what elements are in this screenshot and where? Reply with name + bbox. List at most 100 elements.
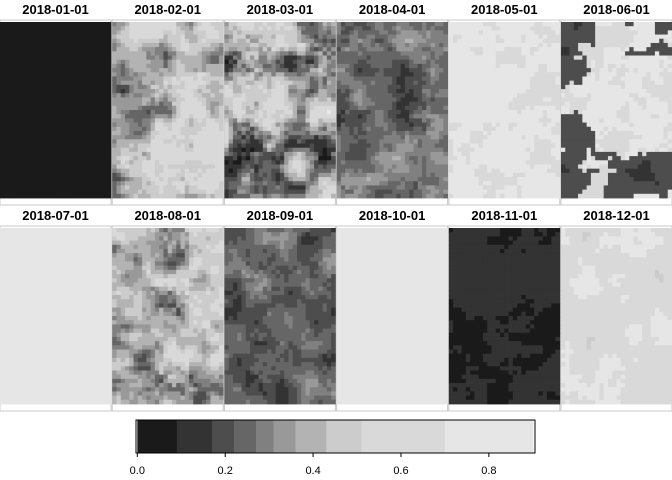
raster-cell (38, 122, 44, 128)
raster-cell (116, 147, 122, 153)
raster-cell (500, 93, 505, 98)
raster-cell (296, 26, 302, 31)
raster-cell (434, 193, 440, 199)
raster-cell (396, 55, 402, 61)
raster-cell (228, 47, 234, 52)
raster-cell (383, 30, 389, 35)
raster-cell (421, 38, 427, 44)
raster-cell (197, 22, 203, 27)
raster-cell (409, 30, 414, 35)
raster-cell (453, 30, 458, 35)
raster-cell (42, 76, 48, 82)
raster-cell (366, 156, 372, 161)
raster-cell (89, 30, 95, 35)
raster-cell (349, 55, 355, 61)
raster-cell (232, 168, 238, 174)
raster-cell (413, 160, 419, 165)
raster-cell (504, 93, 509, 98)
raster-cell (457, 68, 463, 73)
raster-cell (340, 139, 346, 144)
raster-cell (331, 164, 336, 170)
raster-cell (301, 63, 306, 69)
raster-cell (400, 76, 406, 82)
raster-cell (189, 126, 194, 132)
raster-cell (184, 80, 190, 86)
raster-cell (357, 147, 363, 153)
raster-cell (349, 76, 355, 82)
raster-cell (210, 68, 216, 73)
raster-cell (349, 34, 355, 40)
raster-cell (482, 101, 488, 107)
raster-cell (292, 68, 298, 73)
raster-cell (34, 143, 39, 149)
raster-cell (288, 97, 294, 103)
raster-cell (51, 63, 56, 69)
raster-cell (439, 76, 444, 82)
raster-cell (362, 59, 367, 65)
raster-cell (542, 114, 548, 119)
raster-cell (232, 76, 238, 82)
raster-cell (76, 34, 82, 40)
raster-cell (42, 89, 48, 94)
raster-cell (214, 110, 220, 115)
raster-cell (396, 97, 402, 103)
raster-cell (487, 101, 492, 107)
raster-cell (404, 156, 410, 161)
raster-cell (106, 118, 112, 123)
raster-cell (150, 181, 156, 186)
raster-cell (17, 151, 22, 157)
raster-cell (163, 122, 169, 128)
raster-cell (228, 122, 234, 128)
raster-cell (193, 189, 198, 195)
raster-cell (400, 193, 406, 199)
raster-cell (163, 189, 169, 195)
raster-cell (370, 76, 376, 82)
raster-cell (76, 114, 82, 119)
raster-cell (534, 34, 539, 40)
raster-cell (25, 93, 31, 98)
raster-cell (284, 76, 289, 82)
raster-cell (525, 118, 531, 123)
raster-cell (305, 55, 311, 61)
raster-cell (38, 30, 44, 35)
raster-cell (434, 68, 440, 73)
raster-cell (142, 130, 147, 136)
raster-cell (34, 59, 39, 65)
raster-cell (85, 139, 91, 144)
raster-cell (210, 72, 216, 77)
raster-cell (150, 97, 156, 103)
raster-cell (133, 185, 139, 191)
raster-cell (357, 114, 363, 119)
raster-cell (142, 47, 147, 52)
raster-cell (495, 84, 501, 90)
raster-cell (142, 34, 147, 40)
raster-cell (318, 22, 323, 27)
raster-cell (309, 38, 315, 44)
raster-cell (154, 139, 160, 144)
raster-cell (129, 22, 134, 27)
raster-cell (443, 143, 448, 149)
raster-cell (154, 172, 160, 178)
raster-cell (218, 177, 224, 182)
raster-cell (163, 160, 169, 165)
raster-cell (85, 177, 91, 182)
raster-cell (326, 80, 332, 86)
raster-cell (106, 147, 112, 153)
raster-cell (421, 110, 427, 115)
raster-cell (296, 114, 302, 119)
raster-cell (17, 168, 22, 174)
raster-cell (546, 22, 552, 27)
raster-cell (370, 114, 376, 119)
raster-cell (349, 143, 355, 149)
raster-cell (154, 59, 160, 65)
raster-cell (340, 189, 346, 195)
raster-cell (184, 68, 190, 73)
raster-cell (448, 118, 454, 123)
raster-cell (353, 76, 359, 82)
raster-cell (326, 168, 332, 174)
raster-cell (375, 151, 380, 157)
raster-cell (8, 89, 14, 94)
raster-cell (137, 135, 143, 140)
raster-cell (366, 177, 372, 182)
raster-cell (457, 55, 463, 61)
